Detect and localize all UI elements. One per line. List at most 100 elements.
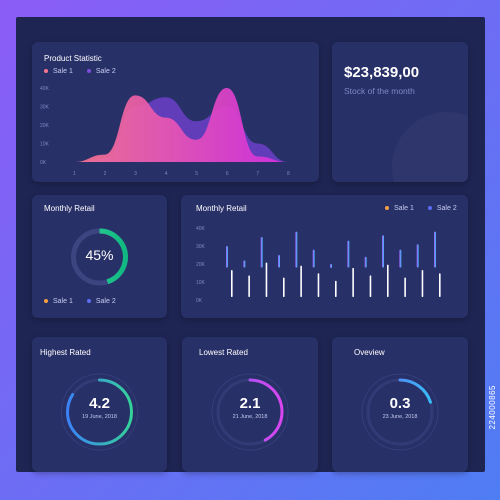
lowest-rated-card: Lowest Rated 2.1 21 June, 2018	[182, 337, 318, 472]
card-title: Monthly Retail	[44, 204, 95, 213]
donut-chart	[71, 228, 128, 286]
overview-card: Oveview 0.3 23 June, 2018	[332, 337, 468, 472]
bar-sale1	[265, 262, 268, 297]
x-tick-label: 1	[73, 171, 76, 177]
card-title: Lowest Rated	[199, 348, 248, 357]
y-tick-label: 0K	[40, 160, 47, 166]
y-tick-label: 10K	[196, 280, 206, 286]
legend-label: Sale 1	[53, 68, 73, 75]
gauge-arc	[216, 378, 284, 446]
x-tick-label: 6	[226, 171, 229, 177]
bar-sale2	[278, 255, 280, 268]
y-tick-label: 0K	[196, 298, 203, 304]
y-tick-label: 20K	[196, 262, 206, 268]
bar-sale2	[330, 264, 332, 268]
donut-arc	[71, 228, 128, 286]
legend-item-sale1[interactable]: Sale 1	[385, 205, 414, 212]
bar-sale2	[382, 235, 384, 268]
bar-sale1	[335, 280, 337, 297]
card-title: Monthly Retail	[196, 204, 247, 213]
rating-value: 0.3	[389, 395, 411, 412]
bar-sale2	[364, 256, 367, 268]
bar-sale2	[416, 244, 419, 268]
monthly-retail-bar-card: Monthly Retail Sale 1 Sale 2 40K 30K 20K 10…	[181, 195, 468, 318]
stock-amount: $23,839,00	[344, 64, 420, 81]
x-tick-label: 2	[104, 171, 107, 177]
gauge-arc	[366, 378, 434, 446]
legend-item-sale2[interactable]: Sale 2	[86, 68, 116, 75]
product-statistic-card: Product Statistic Sale 1 Sale 2 40K 30K 20…	[32, 42, 319, 182]
bar-sale1	[248, 275, 250, 297]
rating-value: 4.2	[89, 395, 110, 412]
bar-sale2	[347, 240, 350, 268]
area-chart: 40K 30K 20K 10K 0K 1 2 3 4 5 6 7 8	[40, 86, 290, 177]
x-tick-label: 7	[256, 171, 259, 177]
rating-date: 21 June, 2018	[232, 414, 268, 420]
legend-dot	[86, 299, 91, 304]
bar-sale1	[352, 267, 354, 297]
rating-gauge	[361, 373, 439, 451]
rating-date: 23 June, 2018	[382, 414, 418, 420]
gauge-outer-ring	[61, 373, 138, 451]
bar-sale2	[295, 231, 298, 268]
rating-gauge	[211, 373, 289, 451]
stock-card: $23,839,00 Stock of the month	[332, 42, 468, 182]
decor-circle	[392, 112, 468, 182]
card-title: Highest Rated	[40, 348, 91, 357]
gauge-outer-ring	[361, 373, 439, 451]
legend-dot	[427, 206, 432, 211]
y-tick-label: 40K	[40, 86, 50, 92]
legend-label: Sale 1	[394, 205, 414, 212]
rating-value: 2.1	[239, 395, 261, 412]
stock-label: Stock of the month	[344, 86, 415, 96]
y-tick-label: 30K	[40, 105, 50, 111]
bar-sale1	[404, 277, 406, 297]
legend-label: Sale 2	[436, 205, 457, 212]
x-tick-label: 8	[287, 171, 290, 177]
bar-sale1	[231, 270, 233, 297]
legend-label: Sale 1	[53, 298, 73, 305]
bar-chart: 40K 30K 20K 10K 0K	[196, 226, 441, 304]
legend-dot	[86, 69, 91, 74]
rating-gauge	[61, 373, 138, 451]
x-tick-label: 4	[165, 171, 168, 177]
legend-item-sale2[interactable]: Sale 2	[427, 205, 457, 212]
bar-sale2	[260, 237, 263, 268]
y-tick-label: 20K	[40, 123, 50, 129]
legend-item-sale1[interactable]: Sale 1	[44, 298, 73, 305]
monthly-retail-donut-card: Monthly Retail 45% Sale 1 Sale 2	[32, 195, 167, 318]
bar-sale2	[434, 231, 436, 268]
y-tick-label: 30K	[196, 244, 206, 250]
stock-id-text: 224000865	[488, 385, 497, 430]
bar-sale1	[421, 270, 424, 297]
bar-sale1	[300, 265, 302, 297]
bar-sale1	[283, 277, 285, 297]
gauge-outer-ring	[211, 373, 289, 451]
rating-date: 19 June, 2018	[82, 414, 117, 420]
bar-sale1	[439, 273, 441, 297]
bar-sale1	[369, 275, 372, 297]
legend-label: Sale 2	[95, 68, 116, 75]
donut-legend: Sale 1 Sale 2	[44, 298, 116, 305]
y-tick-label: 40K	[196, 226, 206, 232]
bar-legend: Sale 1 Sale 2	[385, 205, 457, 212]
bar-sale2	[399, 249, 402, 268]
legend-dot	[44, 69, 48, 74]
x-tick-label: 3	[134, 171, 137, 177]
bar-sale2	[226, 246, 228, 268]
legend-item-sale1[interactable]: Sale 1	[44, 68, 73, 75]
bar-sale2	[243, 260, 246, 268]
legend-dot	[44, 299, 48, 304]
bar-sale1	[387, 264, 389, 297]
card-title: Product Statistic	[44, 54, 102, 63]
legend-item-sale2[interactable]: Sale 2	[86, 298, 116, 305]
bar-sale2	[312, 249, 315, 268]
chart-legend: Sale 1 Sale 2	[44, 68, 116, 75]
gauge-arc	[66, 378, 133, 446]
highest-rated-card: Highest Rated 4.2 19 June, 2018	[32, 337, 167, 472]
series-area-sale1	[74, 88, 288, 162]
y-tick-label: 10K	[40, 142, 50, 148]
card-title: Oveview	[354, 348, 385, 357]
x-tick-label: 5	[195, 171, 198, 177]
legend-dot	[385, 206, 389, 211]
